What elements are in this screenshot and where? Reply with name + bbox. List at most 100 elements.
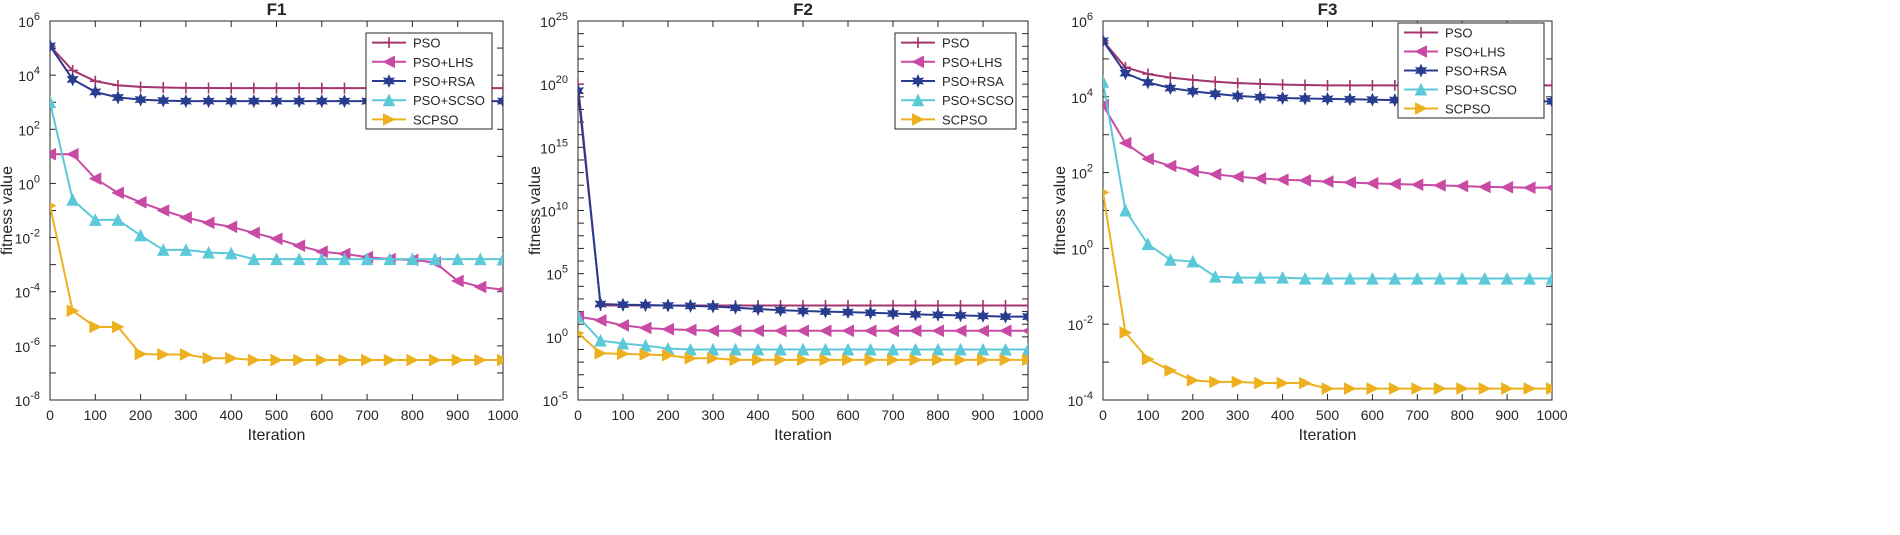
legend: PSO PSO+LHS PSO+RSA PSO+SCSO SCPSO [894, 32, 1017, 130]
point-scpso [864, 353, 878, 367]
point-pso-rsa [1141, 75, 1154, 90]
point-pso-scso [1103, 75, 1110, 88]
x-tick-label: 0 [574, 407, 582, 423]
point-scpso [315, 353, 329, 367]
series-group [578, 78, 1028, 367]
point-scpso [1209, 375, 1222, 389]
point-pso [203, 82, 215, 94]
point-pso [293, 82, 305, 94]
legend-label: SCPSO [1445, 102, 1491, 117]
point-pso-lhs [1433, 179, 1446, 192]
legend-marker-pso-scso [382, 93, 396, 107]
point-pso-lhs [473, 280, 487, 294]
point-pso-scso [1119, 203, 1132, 217]
point-pso-lhs [133, 196, 147, 209]
point-pso-lhs [728, 324, 742, 338]
legend: PSO PSO+LHS PSO+RSA PSO+SCSO SCPSO [365, 32, 493, 130]
point-pso-lhs [953, 324, 967, 338]
point-scpso [617, 347, 630, 361]
point-pso [248, 82, 260, 94]
point-pso-scso [156, 243, 170, 256]
legend-marker-scpso [1415, 102, 1428, 115]
x-tick-label: 100 [1136, 407, 1160, 423]
x-tick-label: 500 [1316, 407, 1340, 423]
point-pso-scso [684, 342, 697, 356]
point-scpso [1501, 382, 1514, 395]
point-pso-rsa [1231, 89, 1244, 103]
point-scpso [1433, 382, 1447, 395]
point-pso-scso [1231, 270, 1245, 284]
point-pso-scso [338, 252, 351, 266]
x-tick-label: 900 [971, 407, 995, 423]
x-tick-label: 100 [84, 407, 108, 423]
x-axis-label: Iteration [774, 427, 832, 444]
point-pso-lhs [66, 147, 79, 161]
legend-marker-pso [383, 37, 395, 49]
point-scpso [134, 347, 148, 361]
point-pso [1344, 79, 1356, 91]
point-pso-scso [134, 228, 147, 242]
point-pso-rsa [819, 304, 832, 319]
point-pso-scso [729, 342, 742, 356]
point-pso-scso [88, 213, 102, 226]
point-pso-scso [224, 246, 238, 260]
legend-marker-pso-scso [1414, 82, 1428, 96]
point-pso-scso [1298, 271, 1312, 285]
chart-f1: 0 100 200 300 400 500 600 700 800 900 1000 10-8 10-6… [0, 0, 519, 444]
point-pso-rsa [1186, 84, 1199, 99]
point-pso-scso [1021, 342, 1028, 356]
chart-title: F2 [793, 0, 813, 19]
point-pso-rsa [66, 72, 79, 87]
point-pso-scso [383, 252, 397, 266]
point-pso-lhs [1478, 180, 1491, 194]
point-pso-lhs [1388, 177, 1401, 191]
x-tick-label: 0 [1099, 407, 1107, 423]
point-pso-lhs [88, 172, 102, 185]
point-scpso [1321, 382, 1335, 395]
legend-label: PSO+LHS [1445, 45, 1506, 60]
x-tick-label: 500 [791, 407, 815, 423]
point-pso-rsa [661, 298, 675, 313]
x-axis-label: Iteration [248, 427, 306, 444]
point-pso-rsa [338, 94, 351, 109]
point-pso-lhs [179, 211, 192, 224]
point-pso-rsa [886, 306, 900, 321]
point-pso [225, 82, 237, 94]
x-tick-label: 400 [1271, 407, 1295, 423]
point-pso-scso [1545, 271, 1552, 285]
point-scpso [451, 353, 465, 367]
legend-marker-pso-rsa [1414, 63, 1428, 78]
x-tick-label: 1000 [487, 407, 518, 423]
point-pso-scso [796, 342, 810, 356]
point-pso-lhs [1141, 152, 1154, 166]
point-pso-lhs [1118, 136, 1132, 150]
point-scpso [1164, 364, 1177, 377]
legend-label: PSO [1445, 26, 1472, 41]
point-pso-rsa [931, 307, 945, 322]
point-pso-lhs [773, 324, 787, 338]
y-tick-label: 102 [1071, 163, 1093, 182]
point-pso [112, 79, 124, 91]
point-pso [316, 82, 328, 94]
legend-marker-scpso [912, 113, 925, 126]
point-scpso [1343, 382, 1357, 395]
y-tick-label: 10-8 [15, 390, 40, 409]
point-pso-rsa [909, 307, 922, 322]
point-scpso [774, 353, 788, 367]
legend-label: PSO+SCSO [413, 93, 485, 108]
point-pso-scso [474, 252, 487, 266]
point-pso-scso [706, 342, 720, 356]
legend-label: PSO+SCSO [1445, 83, 1517, 98]
legend-label: PSO+RSA [942, 74, 1004, 89]
point-scpso [819, 353, 833, 367]
point-scpso [179, 348, 193, 361]
point-pso-scso [360, 252, 374, 266]
point-pso [271, 82, 282, 94]
y-tick-label: 100 [546, 327, 568, 346]
point-scpso [338, 353, 352, 367]
point-scpso [157, 348, 170, 361]
point-pso-rsa [999, 309, 1012, 324]
chart-title: F3 [1318, 0, 1338, 19]
point-pso-scso [1410, 271, 1424, 285]
point-scpso [594, 346, 608, 360]
